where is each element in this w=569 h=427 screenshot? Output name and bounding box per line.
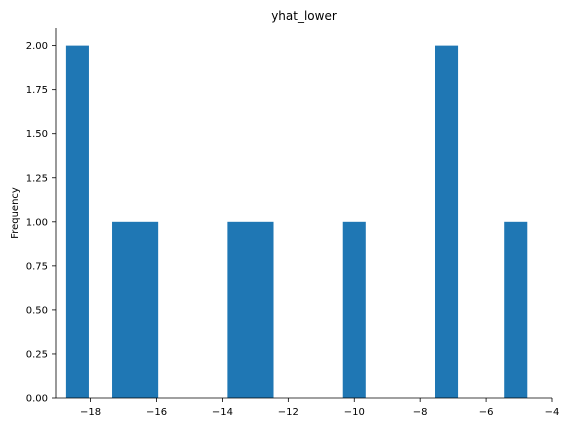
x-tick-label: −14 — [212, 407, 233, 418]
x-tick-label: −12 — [278, 407, 299, 418]
x-tick-label: −8 — [413, 407, 428, 418]
y-tick-label: 2.00 — [26, 41, 48, 52]
y-axis-label: Frequency — [10, 187, 21, 239]
x-axis: −18 −16 −14 −12 −10 −8 −6 −4 — [56, 397, 560, 418]
histogram-bar-1 — [65, 45, 89, 398]
y-tick-label: 0.00 — [26, 394, 48, 405]
x-tick-label: −18 — [80, 407, 101, 418]
histogram-bar-2 — [112, 221, 159, 398]
y-tick-label: 1.50 — [26, 129, 48, 140]
bars-group — [65, 45, 528, 398]
histogram-bar-4 — [342, 221, 366, 398]
x-tick-label: −4 — [545, 407, 560, 418]
x-tick-label: −16 — [146, 407, 167, 418]
chart-title: yhat_lower — [271, 9, 337, 23]
y-axis: 0.00 0.25 0.50 0.75 1.00 1.25 1.50 1.75 2.00 — [26, 28, 57, 405]
y-tick-label: 0.75 — [26, 261, 48, 272]
y-tick-label: 1.75 — [26, 85, 48, 96]
y-tick-label: 1.00 — [26, 217, 48, 228]
y-tick-label: 0.25 — [26, 349, 48, 360]
histogram-bar-6 — [504, 221, 528, 398]
x-tick-label: −6 — [479, 407, 494, 418]
y-tick-label: 0.50 — [26, 305, 48, 316]
histogram-bar-5 — [435, 45, 459, 398]
x-tick-label: −10 — [344, 407, 365, 418]
histogram-bar-3 — [227, 221, 274, 398]
y-tick-label: 1.25 — [26, 173, 48, 184]
